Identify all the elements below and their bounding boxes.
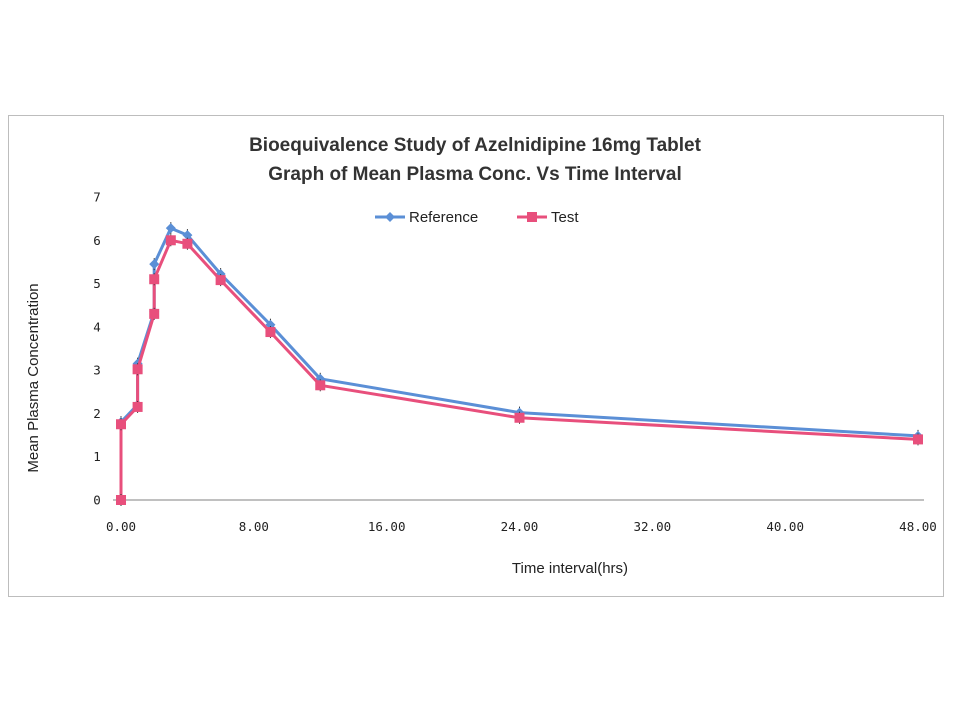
data-point [132, 401, 143, 412]
data-point [116, 419, 126, 430]
y-axis-label: Mean Plasma Concentration [25, 283, 42, 472]
data-point [165, 223, 176, 234]
x-tick-label: 0.00 [106, 519, 136, 534]
legend-marker [527, 212, 537, 222]
data-point [149, 274, 160, 285]
x-axis-label: Time interval(hrs) [512, 560, 628, 577]
data-point [182, 230, 193, 241]
y-tick-label: 5 [93, 276, 101, 291]
x-tick-label: 8.00 [239, 519, 269, 534]
series-layer [116, 222, 923, 506]
legend-item-reference: Reference [375, 209, 478, 226]
data-point [116, 495, 126, 505]
x-tick-label: 24.00 [501, 519, 539, 534]
x-tick-label: 40.00 [766, 519, 804, 534]
chart-subtitle: Graph of Mean Plasma Conc. Vs Time Inter… [268, 164, 682, 185]
legend-label: Reference [409, 209, 478, 226]
data-point [149, 259, 160, 270]
legend-item-test: Test [517, 209, 579, 226]
y-tick-label: 4 [93, 319, 101, 334]
data-point [132, 364, 143, 375]
y-tick-label: 2 [93, 406, 101, 421]
legend: Reference Test [375, 209, 579, 226]
chart-frame [8, 115, 944, 597]
legend-label: Test [551, 209, 579, 226]
data-point [182, 238, 193, 249]
data-point [913, 434, 923, 445]
data-point [215, 275, 226, 286]
y-tick-label: 7 [93, 190, 101, 205]
chart-title: Bioequivalence Study of Azelnidipine 16m… [249, 135, 702, 156]
data-point [149, 308, 160, 319]
series-line [119, 226, 919, 500]
x-tick-label: 16.00 [368, 519, 406, 534]
x-tick-label: 32.00 [634, 519, 672, 534]
x-tick-label: 48.00 [899, 519, 937, 534]
y-tick-label: 0 [93, 493, 101, 508]
series-test [116, 234, 923, 506]
axes: 0.00 8.00 16.00 24.00 32.00 40.00 48.00 0 1 2 3 4 5 6… [93, 190, 937, 535]
series-line [119, 238, 919, 500]
data-point [315, 380, 326, 391]
series-reference [116, 222, 923, 506]
y-tick-label: 6 [93, 233, 101, 248]
y-tick-label: 1 [93, 449, 101, 464]
data-point [514, 412, 525, 423]
data-point [265, 327, 276, 338]
data-point [165, 235, 176, 246]
y-tick-label: 3 [93, 363, 101, 378]
legend-marker [385, 212, 395, 222]
